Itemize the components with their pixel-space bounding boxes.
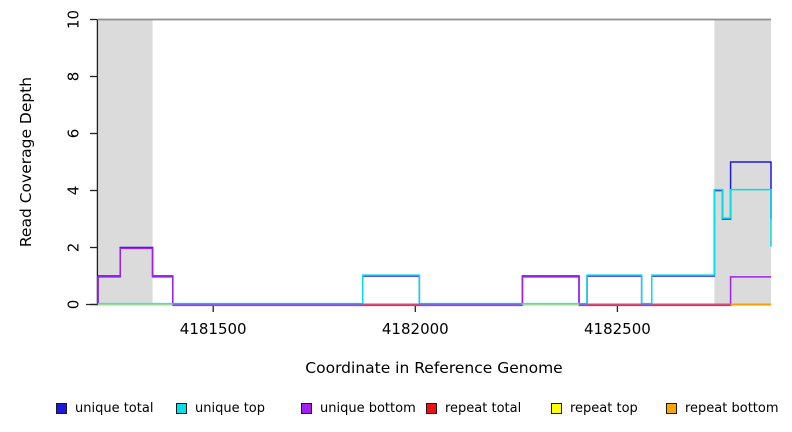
y-tick-label: 4 [65, 186, 83, 196]
legend-swatch-repeat-total [426, 402, 437, 414]
series-line-unique-top [98, 188, 772, 305]
legend-item-unique-total: unique total [56, 400, 153, 416]
legend: unique total unique top unique bottom re… [0, 398, 792, 422]
series-line-unique-total [97, 161, 772, 306]
x-tick-label: 4181500 [180, 320, 247, 338]
legend-label-repeat-bottom: repeat bottom [685, 400, 779, 416]
legend-item-repeat-bottom: repeat bottom [666, 400, 779, 416]
repeat-region-shade [98, 19, 153, 305]
y-tick-label: 6 [65, 129, 83, 139]
legend-item-unique-bottom: unique bottom [301, 400, 416, 416]
x-tick-label: 4182500 [584, 320, 651, 338]
legend-swatch-unique-bottom [301, 402, 312, 414]
legend-item-repeat-total: repeat total [426, 400, 521, 416]
legend-swatch-unique-top [176, 402, 187, 414]
x-axis-title: Coordinate in Reference Genome [305, 359, 562, 377]
legend-swatch-repeat-top [551, 402, 562, 414]
y-tick-label: 10 [65, 10, 83, 29]
x-tick-label: 4182000 [382, 320, 449, 338]
legend-item-repeat-top: repeat top [551, 400, 638, 416]
y-tick-label: 2 [65, 243, 83, 253]
plot-graphics: 0 2 4 6 8 10 4181500 4182000 4182500 [65, 10, 772, 338]
legend-label-repeat-top: repeat top [570, 400, 638, 416]
legend-label-unique-top: unique top [195, 400, 266, 416]
legend-label-repeat-total: repeat total [445, 400, 522, 416]
legend-swatch-unique-total [56, 402, 67, 414]
legend-label-unique-total: unique total [75, 400, 154, 416]
y-tick-label: 0 [65, 300, 83, 310]
coverage-plot: 0 2 4 6 8 10 4181500 4182000 4182500 Coordinate … [17, 10, 772, 377]
legend-swatch-repeat-bottom [666, 402, 677, 414]
y-tick-label: 8 [65, 72, 83, 82]
legend-label-unique-bottom: unique bottom [320, 400, 416, 416]
y-axis-title: Read Coverage Depth [17, 77, 35, 247]
series-line-unique-bottom [97, 247, 771, 307]
legend-item-unique-top: unique top [176, 400, 265, 416]
